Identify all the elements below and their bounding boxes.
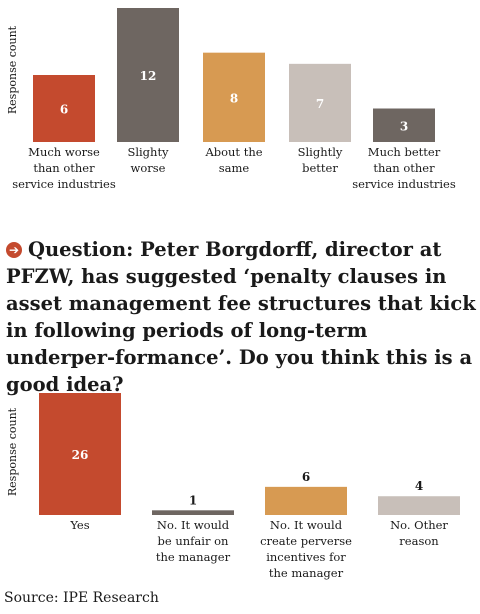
chart-2-category-label-1: No. It would be unfair on the manager bbox=[156, 518, 231, 564]
chart-1-ylabel: Response count bbox=[6, 25, 19, 114]
chart-2-ylabel: Response count bbox=[6, 407, 19, 496]
chart-1-category-label-2: About the same bbox=[204, 145, 262, 175]
chart-1-value-label-3: 7 bbox=[316, 97, 324, 111]
chart-2-category-label-3: No. Other reason bbox=[390, 518, 448, 548]
chart-1-bar-3 bbox=[289, 63, 351, 143]
chart-1-category-label-4: Much better than other service industries bbox=[352, 145, 456, 191]
chart-2-bar-1 bbox=[152, 510, 234, 515]
question-block: ➔ Question: Peter Borgdorff, director at … bbox=[6, 236, 476, 398]
question-text: Question: Peter Borgdorff, director at P… bbox=[6, 238, 476, 396]
chart-2-svg: Response count 26 Yes 1 No. It would be unfai… bbox=[6, 393, 460, 580]
chart-1-category-label-1: Slighty worse bbox=[127, 145, 169, 175]
chart-1-svg: Response count 6 Much worse than other servi… bbox=[6, 8, 456, 191]
chart-1-bar-0 bbox=[33, 75, 95, 142]
chart-2-bar-3 bbox=[378, 496, 460, 515]
source-note: Source: IPE Research bbox=[4, 590, 159, 606]
chart-2-value-label-0: 26 bbox=[72, 448, 89, 462]
chart-1-category-label-0: Much worse than other service industries bbox=[12, 145, 116, 191]
chart-1-value-label-1: 12 bbox=[140, 69, 157, 83]
chart-2-value-label-1: 1 bbox=[189, 493, 197, 507]
arrow-right-circle-icon: ➔ bbox=[6, 242, 22, 258]
chart-1-category-label-3: Slightly better bbox=[298, 145, 343, 175]
chart-2-bar-0 bbox=[39, 393, 121, 515]
chart-1-value-label-4: 3 bbox=[400, 119, 408, 133]
chart-2-category-label-0: Yes bbox=[69, 518, 89, 532]
chart-2-value-label-3: 4 bbox=[415, 479, 423, 493]
chart-2-bar-2 bbox=[265, 486, 347, 515]
chart-1-value-label-0: 6 bbox=[60, 103, 68, 117]
chart-2-value-label-2: 6 bbox=[302, 470, 310, 484]
chart-1-bar-2 bbox=[203, 52, 265, 142]
chart-2-category-label-2: No. It would create perverse incentives fo… bbox=[260, 518, 352, 580]
chart-1-bar-4 bbox=[373, 108, 435, 142]
chart-1-bar-1 bbox=[117, 8, 179, 142]
chart-1-value-label-2: 8 bbox=[230, 91, 238, 105]
